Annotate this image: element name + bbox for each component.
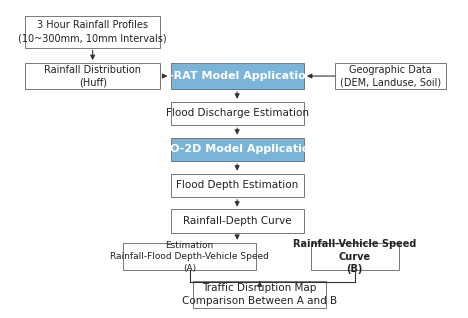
FancyBboxPatch shape bbox=[336, 63, 446, 89]
FancyBboxPatch shape bbox=[123, 243, 256, 270]
FancyBboxPatch shape bbox=[25, 16, 161, 48]
Text: Rainfall-Depth Curve: Rainfall-Depth Curve bbox=[183, 216, 292, 226]
Text: Geographic Data
(DEM, Landuse, Soil): Geographic Data (DEM, Landuse, Soil) bbox=[340, 65, 441, 87]
FancyBboxPatch shape bbox=[25, 63, 161, 89]
FancyBboxPatch shape bbox=[170, 174, 304, 197]
Text: Flood Depth Estimation: Flood Depth Estimation bbox=[176, 180, 298, 190]
Text: Flood Discharge Estimation: Flood Discharge Estimation bbox=[166, 108, 309, 118]
FancyBboxPatch shape bbox=[311, 243, 399, 270]
Text: 3 Hour Rainfall Profiles
(10~300mm, 10mm Intervals): 3 Hour Rainfall Profiles (10~300mm, 10mm… bbox=[18, 20, 167, 43]
Text: Rainfall Distribution
(Huff): Rainfall Distribution (Huff) bbox=[44, 65, 141, 87]
FancyBboxPatch shape bbox=[193, 281, 326, 308]
Text: S-RAT Model Application: S-RAT Model Application bbox=[161, 71, 314, 81]
Text: FLO-2D Model Application: FLO-2D Model Application bbox=[156, 144, 318, 154]
FancyBboxPatch shape bbox=[170, 102, 304, 125]
Text: Traffic Disruption Map
Comparison Between A and B: Traffic Disruption Map Comparison Betwee… bbox=[182, 283, 337, 306]
Text: Rainfall-Vehicle Speed
Curve
(B): Rainfall-Vehicle Speed Curve (B) bbox=[293, 239, 416, 274]
Text: Estimation
Rainfall-Flood Depth-Vehicle Speed
(A): Estimation Rainfall-Flood Depth-Vehicle … bbox=[110, 241, 269, 273]
FancyBboxPatch shape bbox=[170, 210, 304, 233]
FancyBboxPatch shape bbox=[170, 138, 304, 161]
FancyBboxPatch shape bbox=[170, 63, 304, 89]
